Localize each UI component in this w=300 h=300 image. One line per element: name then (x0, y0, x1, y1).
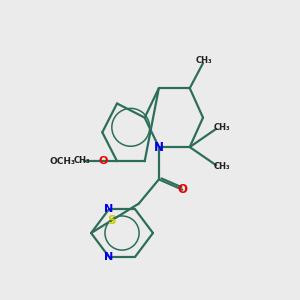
Text: CH₃: CH₃ (214, 123, 230, 132)
Text: CH₃: CH₃ (214, 162, 230, 171)
Text: O: O (98, 156, 108, 166)
Text: CH₃: CH₃ (195, 56, 212, 65)
Text: O: O (177, 183, 188, 196)
Text: N: N (154, 141, 164, 154)
Text: CH₃: CH₃ (74, 156, 91, 165)
Text: S: S (107, 214, 116, 227)
Text: N: N (104, 205, 113, 214)
Text: OCH₃: OCH₃ (50, 157, 76, 166)
Text: N: N (104, 252, 113, 262)
